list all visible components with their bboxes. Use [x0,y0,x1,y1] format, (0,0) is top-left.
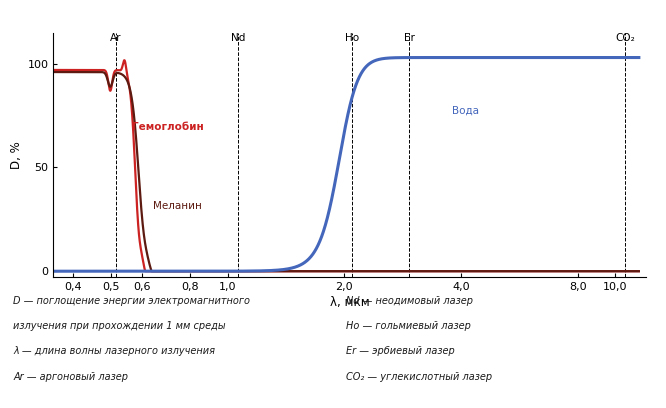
Text: Гемоглобин: Гемоглобин [131,122,203,132]
Text: CO₂: CO₂ [615,33,635,43]
Text: Ar: Ar [110,33,121,43]
Text: λ — длина волны лазерного излучения: λ — длина волны лазерного излучения [13,346,215,357]
Text: Ho: Ho [345,33,359,43]
Text: Вода: Вода [452,106,480,115]
Text: Er: Er [404,33,415,43]
Text: Nd — неодимовый лазер: Nd — неодимовый лазер [346,296,474,306]
Text: CO₂ — углекислотный лазер: CO₂ — углекислотный лазер [346,372,492,382]
Text: излучения при прохождении 1 мм среды: излучения при прохождении 1 мм среды [13,321,226,331]
Text: Nd: Nd [231,33,245,43]
Y-axis label: D, %: D, % [10,141,23,169]
Text: Ar — аргоновый лазер: Ar — аргоновый лазер [13,372,129,382]
Text: D — поглощение энергии электромагнитного: D — поглощение энергии электромагнитного [13,296,250,306]
Text: Ho — гольмиевый лазер: Ho — гольмиевый лазер [346,321,472,331]
X-axis label: λ, мкм: λ, мкм [330,297,370,309]
Text: Меланин: Меланин [153,201,201,211]
Text: Er — эрбиевый лазер: Er — эрбиевый лазер [346,346,455,357]
